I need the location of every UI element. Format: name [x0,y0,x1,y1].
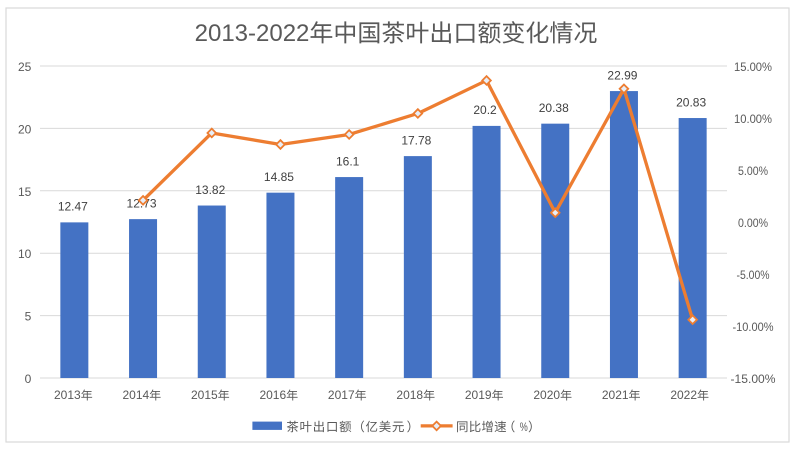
svg-text:5: 5 [25,310,32,324]
svg-text:25: 25 [18,60,32,74]
svg-text:12.47: 12.47 [58,200,88,214]
svg-text:2013: 2013 [54,388,81,402]
svg-text:%: % [520,420,528,434]
svg-text:15.00%: 15.00% [734,60,772,74]
svg-text:15: 15 [18,185,32,199]
svg-text:2015: 2015 [191,388,218,402]
svg-text:-5.00%: -5.00% [737,268,770,282]
svg-text:0: 0 [25,372,32,386]
svg-text:10: 10 [18,247,32,261]
svg-text:2018: 2018 [396,388,423,402]
svg-text:20.38: 20.38 [539,101,569,115]
svg-text:-10.00%: -10.00% [733,320,774,334]
svg-text:13.82: 13.82 [195,183,225,197]
svg-text:2020: 2020 [533,388,560,402]
svg-text:2021: 2021 [602,388,629,402]
svg-text:16.1: 16.1 [336,154,360,168]
svg-text:20: 20 [18,122,32,136]
svg-text:2014: 2014 [122,388,149,402]
svg-text:2013-2022: 2013-2022 [195,20,310,47]
svg-text:2022: 2022 [670,388,697,402]
svg-text:2019: 2019 [465,388,492,402]
svg-text:-15.00%: -15.00% [731,372,776,386]
svg-text:17.78: 17.78 [401,133,431,147]
svg-text:5.00%: 5.00% [738,164,768,178]
svg-text:20.83: 20.83 [676,95,706,109]
svg-text:20.2: 20.2 [473,103,497,117]
svg-text:10.00%: 10.00% [734,112,772,126]
svg-text:22.99: 22.99 [607,68,637,82]
svg-text:0.00%: 0.00% [738,216,768,230]
svg-text:2017: 2017 [328,388,355,402]
svg-text:14.85: 14.85 [264,170,294,184]
svg-text:2016: 2016 [259,388,286,402]
